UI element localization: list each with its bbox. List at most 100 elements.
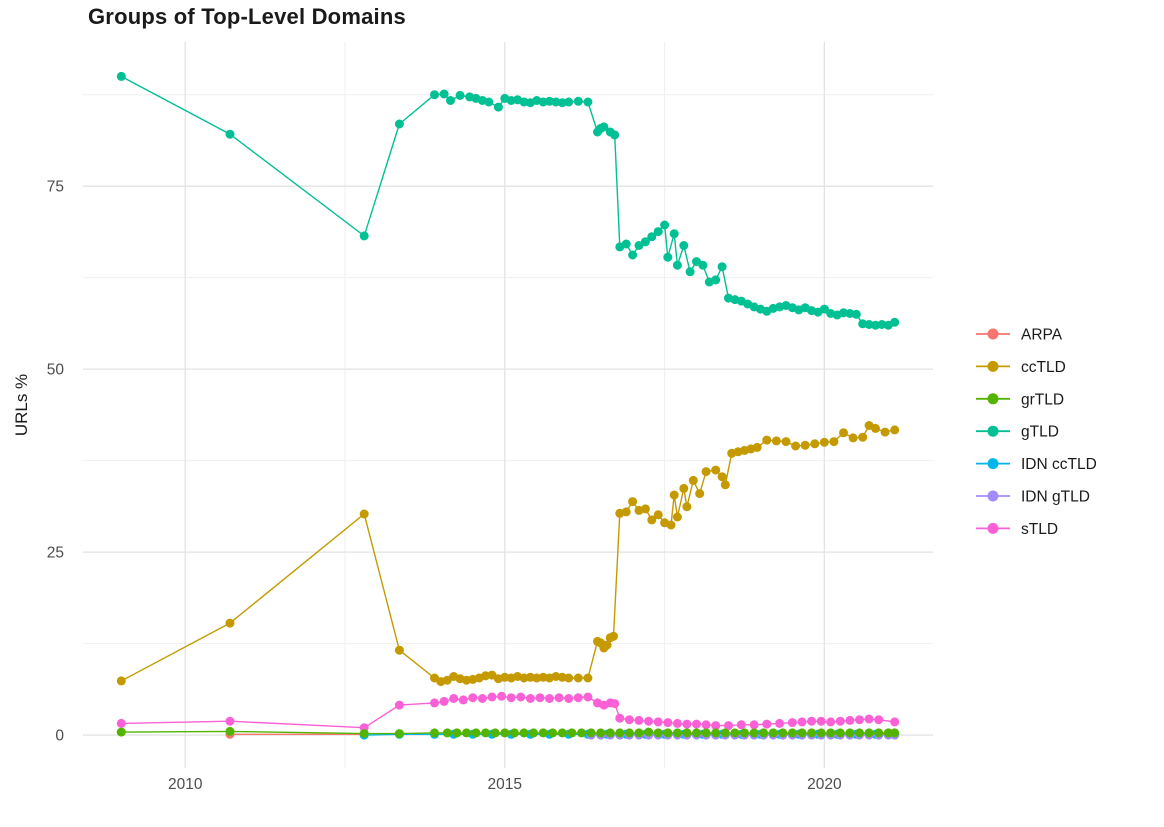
legend-item-ARPA: ARPA <box>976 327 1063 344</box>
data-point <box>394 645 404 655</box>
data-point <box>462 728 471 738</box>
data-point <box>116 718 126 728</box>
series-ccTLD <box>116 421 900 687</box>
data-point <box>439 696 449 706</box>
data-point <box>610 699 620 709</box>
data-point <box>225 716 235 726</box>
data-point <box>791 441 801 451</box>
data-point <box>644 716 654 726</box>
data-point <box>692 728 701 738</box>
data-point <box>781 437 791 447</box>
data-point <box>573 693 583 703</box>
legend-label: gTLD <box>1021 424 1059 441</box>
data-point <box>529 728 539 738</box>
data-point <box>487 692 497 702</box>
data-point <box>430 90 439 100</box>
data-point <box>644 727 654 737</box>
data-point <box>602 640 612 650</box>
data-point <box>711 465 721 475</box>
data-point <box>698 260 708 270</box>
data-point <box>624 728 634 738</box>
data-point <box>449 694 459 703</box>
data-point <box>752 442 762 452</box>
data-point <box>583 673 593 683</box>
data-point <box>682 728 692 738</box>
data-point <box>880 427 890 437</box>
data-point <box>682 502 692 512</box>
series-line <box>121 695 895 729</box>
gridlines-minor <box>83 42 933 768</box>
data-point <box>775 718 785 728</box>
data-point <box>672 260 682 270</box>
data-point <box>797 717 807 727</box>
data-point <box>855 728 864 738</box>
legend-label: sTLD <box>1021 521 1058 538</box>
legend-label: IDN gTLD <box>1021 489 1090 506</box>
legend-key-point <box>987 522 999 534</box>
data-point <box>771 436 781 446</box>
data-point <box>621 239 631 249</box>
data-point <box>845 728 855 738</box>
data-point <box>816 716 826 726</box>
data-point <box>567 728 577 738</box>
data-point <box>468 693 478 703</box>
legend-item-IDN-gTLD: IDN gTLD <box>976 489 1090 506</box>
data-point <box>554 693 564 703</box>
legend-item-sTLD: sTLD <box>976 521 1058 538</box>
legend-key-point <box>987 393 999 405</box>
data-point <box>359 729 369 739</box>
data-point <box>481 728 491 738</box>
data-point <box>225 618 235 628</box>
data-point <box>615 713 625 723</box>
data-point <box>663 728 673 738</box>
data-point <box>573 673 583 683</box>
legend-key-point <box>987 360 999 372</box>
data-point <box>717 262 727 272</box>
data-point <box>621 507 631 517</box>
data-point <box>890 317 900 327</box>
data-point <box>816 728 826 738</box>
data-point <box>669 229 679 239</box>
data-point <box>615 728 625 738</box>
data-point <box>762 435 772 445</box>
data-point <box>557 728 567 738</box>
data-point <box>647 232 657 242</box>
data-point <box>660 220 670 230</box>
data-point <box>826 728 836 738</box>
data-point <box>394 700 404 710</box>
data-point <box>845 715 855 725</box>
data-point <box>628 497 638 507</box>
data-point <box>685 267 695 277</box>
legend-item-gTLD: gTLD <box>976 424 1059 441</box>
series-line <box>120 75 895 326</box>
data-point <box>359 509 369 519</box>
data-point <box>640 504 650 514</box>
data-point <box>564 673 574 683</box>
data-point <box>711 728 721 738</box>
chart-title: Groups of Top-Level Domains <box>88 4 406 29</box>
data-point <box>682 719 692 729</box>
data-point <box>628 250 638 260</box>
y-axis-tick-labels: 0 25 50 75 <box>47 179 65 745</box>
series-gTLD <box>116 71 900 330</box>
legend-key-point <box>987 425 999 437</box>
data-point <box>455 90 465 100</box>
x-axis-tick-labels: 2010 2015 2020 <box>168 776 842 793</box>
data-point <box>749 720 759 730</box>
x-tick-label: 2020 <box>807 776 842 793</box>
data-point <box>583 97 593 107</box>
data-point <box>759 728 769 738</box>
data-point <box>711 275 721 285</box>
data-point <box>701 467 711 477</box>
data-point <box>701 728 711 738</box>
legend-label: ARPA <box>1021 327 1063 344</box>
data-point <box>874 728 884 738</box>
data-point <box>577 728 586 738</box>
legend-item-grTLD: grTLD <box>976 391 1064 408</box>
data-point <box>736 720 746 730</box>
series-sTLD <box>116 691 900 733</box>
data-point <box>116 71 126 81</box>
legend-label: IDN ccTLD <box>1021 456 1097 473</box>
data-point <box>471 728 481 738</box>
x-tick-label: 2015 <box>488 776 522 793</box>
